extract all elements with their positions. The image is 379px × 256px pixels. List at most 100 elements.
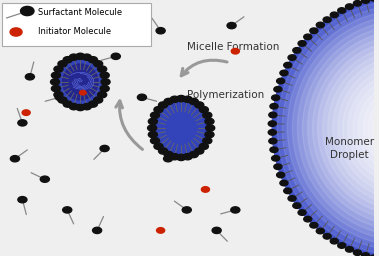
Circle shape [182,207,191,213]
Circle shape [274,164,282,169]
Circle shape [100,145,109,152]
Circle shape [177,95,186,102]
Circle shape [154,143,163,150]
Circle shape [201,187,210,192]
Circle shape [63,57,72,63]
Circle shape [284,188,292,194]
Circle shape [100,86,109,92]
Circle shape [183,96,192,102]
Circle shape [88,57,97,63]
Circle shape [206,125,215,131]
Circle shape [270,103,278,109]
Circle shape [316,22,324,28]
Circle shape [58,61,67,67]
Circle shape [55,94,64,100]
Circle shape [362,253,370,256]
Polygon shape [323,48,379,208]
Circle shape [76,104,85,111]
Circle shape [69,103,78,110]
Circle shape [164,151,173,158]
Circle shape [98,66,107,72]
Circle shape [18,120,27,126]
Polygon shape [313,38,379,218]
Circle shape [270,147,278,153]
Ellipse shape [152,99,210,157]
Circle shape [134,15,143,21]
Polygon shape [348,73,379,183]
Circle shape [157,228,164,233]
Circle shape [203,112,212,118]
Polygon shape [277,3,379,253]
Polygon shape [287,13,379,243]
Polygon shape [378,103,379,153]
Circle shape [323,233,331,239]
Circle shape [203,138,212,144]
Circle shape [76,53,85,59]
Circle shape [158,102,168,108]
Circle shape [164,156,172,162]
Circle shape [298,41,306,46]
Circle shape [304,216,312,222]
Circle shape [338,8,346,13]
Circle shape [269,138,277,144]
Circle shape [288,55,296,60]
Circle shape [44,15,53,21]
Polygon shape [363,88,379,168]
Circle shape [154,106,163,113]
Circle shape [50,79,60,85]
Circle shape [54,66,63,72]
Circle shape [82,103,91,110]
Circle shape [268,121,276,126]
Polygon shape [353,78,379,178]
Circle shape [92,227,102,233]
Circle shape [280,70,288,76]
Circle shape [199,106,208,113]
Circle shape [231,48,240,54]
Circle shape [362,0,370,3]
Circle shape [353,250,362,255]
Circle shape [310,222,318,228]
Circle shape [54,92,63,98]
Circle shape [293,48,301,53]
Circle shape [58,97,67,103]
Circle shape [310,28,318,34]
Circle shape [20,6,34,16]
Circle shape [212,227,221,233]
Circle shape [148,131,157,138]
Circle shape [94,61,103,67]
Circle shape [272,95,280,101]
Text: Micelle Formation: Micelle Formation [187,42,280,52]
Circle shape [330,12,338,18]
Polygon shape [368,93,379,163]
Circle shape [338,243,346,248]
Circle shape [98,92,107,98]
Polygon shape [358,83,379,173]
Circle shape [150,138,160,144]
Circle shape [370,0,378,1]
Polygon shape [333,58,379,198]
Circle shape [63,207,72,213]
Circle shape [298,210,306,215]
Circle shape [138,94,146,100]
Circle shape [274,87,282,92]
Polygon shape [282,8,379,248]
Circle shape [40,176,49,182]
Circle shape [280,180,288,186]
Circle shape [189,98,198,105]
Polygon shape [343,68,379,188]
Circle shape [158,148,168,154]
Circle shape [170,154,179,160]
Circle shape [277,172,285,178]
Text: Monomer
Droplet: Monomer Droplet [325,137,374,160]
Circle shape [330,238,338,244]
Circle shape [269,112,277,118]
Polygon shape [298,23,379,233]
Circle shape [18,197,27,203]
Circle shape [94,97,103,103]
Circle shape [10,28,22,36]
Circle shape [101,79,110,85]
Circle shape [156,28,165,34]
Bar [2,3,151,46]
Circle shape [147,125,157,131]
Circle shape [227,23,236,29]
